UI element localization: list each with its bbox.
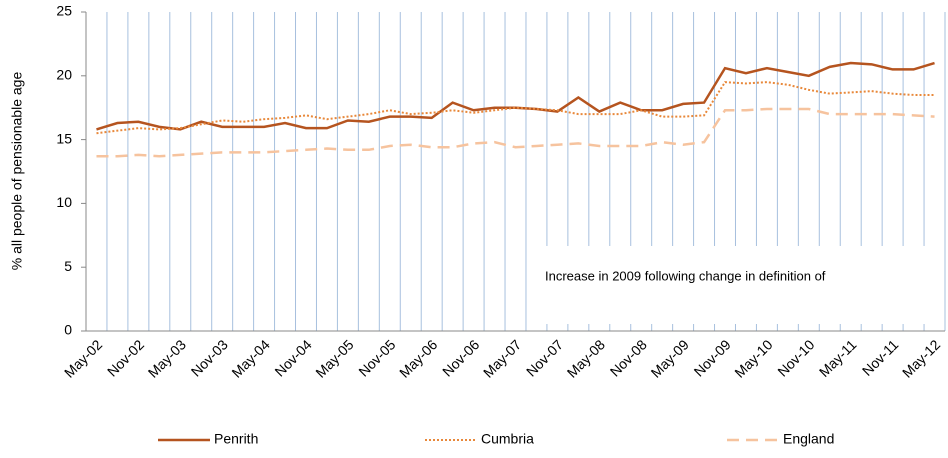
annotation-box [528,246,936,324]
y-tick-label: 10 [56,194,72,210]
series-line [96,107,935,158]
annotation: Increase in 2009 following change in def… [545,268,826,283]
x-tick-label: May-09 [648,336,692,380]
y-tick-label: 20 [56,67,72,83]
x-tick-label: May-06 [396,336,440,380]
x-tick-label: Nov-04 [271,336,314,379]
x-tick-label: May-07 [480,336,524,380]
legend-label: Cumbria [481,431,534,447]
x-tick-label: May-03 [145,336,189,380]
x-tick-label: Nov-08 [607,336,650,379]
series-line [96,81,935,135]
x-tick-label: Nov-05 [355,336,398,379]
x-tick-label: May-11 [816,336,860,380]
x-tick-label: Nov-10 [774,336,817,379]
y-tick-label: 0 [64,322,72,338]
y-tick-label: 25 [56,3,72,19]
y-axis-label: % all people of pensionable age [9,72,25,271]
x-tick-label: May-05 [312,336,356,380]
x-tick-label: Nov-11 [859,336,902,379]
x-tick-label: May-04 [228,336,272,380]
x-tick-label: Nov-06 [439,336,482,379]
legend-label: England [783,431,834,447]
series-line [96,61,935,131]
x-tick-label: May-08 [564,336,608,380]
x-tick-label: May-12 [899,336,943,380]
x-tick-label: Nov-07 [523,336,566,379]
y-tick-label: 15 [56,130,72,146]
y-tick-label: 5 [64,258,72,274]
x-tick-label: Nov-03 [188,336,231,379]
legend-label: Penrith [214,431,258,447]
x-tick-label: Nov-09 [691,336,734,379]
x-tick-label: Nov-02 [104,336,147,379]
x-tick-label: May-10 [731,336,775,380]
x-tick-label: May-02 [61,336,105,380]
